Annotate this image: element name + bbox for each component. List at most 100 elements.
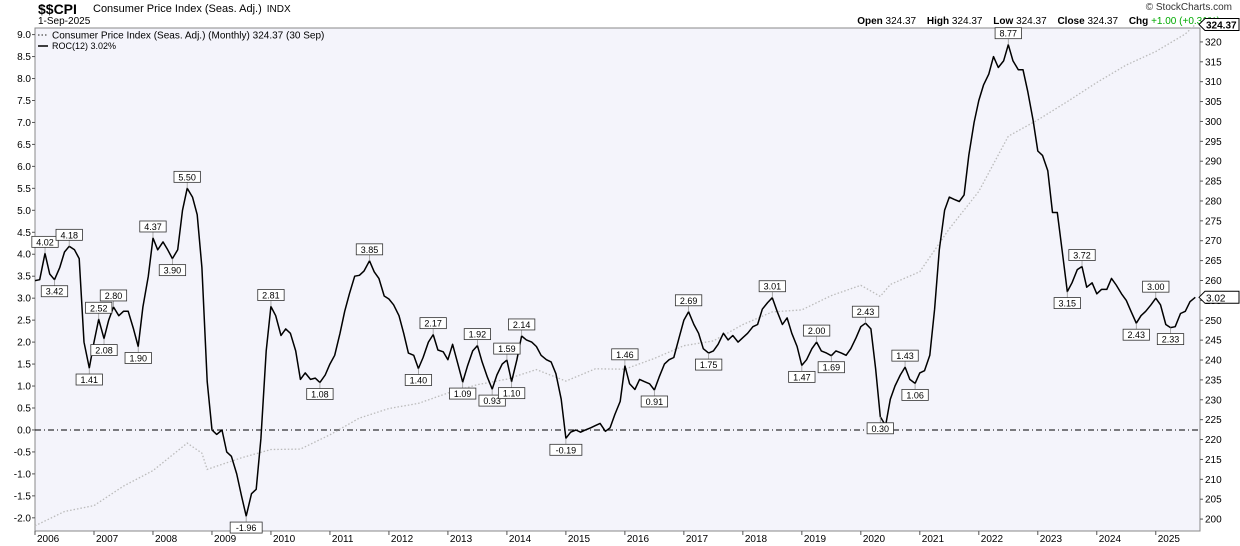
annotation-box bbox=[124, 352, 152, 364]
low-label: Low bbox=[993, 16, 1014, 27]
x-tick-label: 2015 bbox=[568, 534, 591, 545]
annotation-box bbox=[90, 344, 118, 356]
annotation-label: 1.40 bbox=[410, 375, 428, 385]
left-tick-label: 9.0 bbox=[17, 30, 31, 41]
annotation-label: 1.43 bbox=[896, 351, 914, 361]
annotation-box bbox=[173, 170, 201, 183]
left-tick-label: 5.0 bbox=[17, 206, 31, 217]
close-value: 324.37 bbox=[1087, 16, 1119, 27]
annotation-label: 8.77 bbox=[1000, 29, 1018, 39]
roc-last-value-box bbox=[1198, 290, 1240, 304]
x-tick-label: 2022 bbox=[981, 534, 1004, 545]
x-tick-label: 2017 bbox=[686, 534, 709, 545]
x-tick-label: 2008 bbox=[155, 534, 178, 545]
copyright-label: © StockCharts.com bbox=[1145, 2, 1232, 13]
annotation-label: 2.43 bbox=[1128, 330, 1146, 340]
ohlc-readout: Open 324.37 High 324.37 Low 324.37 Close… bbox=[849, 16, 1220, 27]
x-tick-label: 2018 bbox=[745, 534, 768, 545]
annotation-label: 3.72 bbox=[1073, 251, 1091, 261]
annotation-label: 2.17 bbox=[424, 319, 442, 329]
cpi-last-value-box bbox=[1198, 18, 1240, 32]
annotation-box bbox=[229, 521, 263, 534]
open-value: 324.37 bbox=[885, 16, 917, 27]
annotation-box bbox=[695, 358, 723, 371]
x-tick-label: 2025 bbox=[1158, 534, 1181, 545]
close-label: Close bbox=[1057, 16, 1085, 27]
left-tick-label: 2.0 bbox=[17, 338, 31, 349]
right-tick-label: 205 bbox=[1205, 495, 1222, 506]
annotation-box bbox=[901, 388, 929, 401]
x-tick-label: 2011 bbox=[332, 534, 354, 545]
left-tick-label: 0.0 bbox=[17, 425, 31, 436]
annotation-label: 3.01 bbox=[764, 282, 782, 292]
annotation-box bbox=[611, 348, 639, 361]
title-text: Consumer Price Index (Seas. Adj.) bbox=[93, 3, 262, 15]
x-tick-label: 2006 bbox=[37, 534, 60, 545]
annotation-label: 1.47 bbox=[793, 372, 811, 382]
annotation-box bbox=[478, 394, 506, 407]
annotation-box bbox=[55, 228, 83, 241]
x-tick-label: 2024 bbox=[1099, 534, 1122, 545]
annotation-label: 3.90 bbox=[164, 266, 182, 276]
annotation-box bbox=[508, 318, 536, 331]
annotation-box bbox=[419, 317, 447, 330]
cpi-series-line bbox=[34, 24, 1196, 527]
annotation-label: 1.92 bbox=[469, 330, 487, 340]
left-tick-label: -2.0 bbox=[14, 513, 32, 524]
annotation-box bbox=[493, 342, 521, 355]
x-tick-label: 2014 bbox=[509, 534, 532, 545]
annotation-label: 1.41 bbox=[81, 375, 99, 385]
annotation-label: 1.75 bbox=[700, 360, 718, 370]
left-tick-label: 3.0 bbox=[17, 294, 31, 305]
right-tick-label: 305 bbox=[1205, 97, 1222, 108]
annotation-box bbox=[139, 220, 167, 233]
annotation-label: 1.90 bbox=[129, 353, 147, 363]
right-tick-label: 235 bbox=[1205, 375, 1222, 386]
left-tick-label: -1.5 bbox=[14, 491, 32, 502]
annotation-box bbox=[158, 264, 187, 277]
right-tick-label: 275 bbox=[1205, 216, 1222, 227]
legend-roc-label: ROC(12) 3.02% bbox=[52, 41, 116, 51]
annotation-box bbox=[40, 285, 69, 298]
right-tick-label: 225 bbox=[1205, 415, 1222, 426]
x-tick-label: 2007 bbox=[96, 534, 119, 545]
annotation-label: 1.46 bbox=[616, 350, 634, 360]
left-tick-label: 2.5 bbox=[17, 316, 31, 327]
legend-cpi-label: Consumer Price Index (Seas. Adj.) (Month… bbox=[52, 31, 324, 42]
x-tick-label: 2019 bbox=[804, 534, 827, 545]
left-tick-label: 8.0 bbox=[17, 74, 31, 85]
annotation-label: 2.52 bbox=[90, 303, 108, 313]
annotation-box bbox=[257, 289, 285, 301]
right-tick-label: 200 bbox=[1205, 515, 1222, 526]
right-tick-label: 280 bbox=[1205, 196, 1222, 207]
x-tick-label: 2020 bbox=[863, 534, 886, 545]
right-tick-label: 245 bbox=[1205, 336, 1222, 347]
annotation-label: 3.15 bbox=[1059, 299, 1077, 309]
annotation-box bbox=[788, 370, 816, 383]
annotation-label: 4.02 bbox=[36, 237, 54, 247]
annotation-label: 4.18 bbox=[60, 230, 78, 240]
annotation-label: 2.14 bbox=[513, 320, 531, 330]
right-tick-label: 320 bbox=[1205, 37, 1222, 48]
annotation-box bbox=[1053, 297, 1081, 309]
x-tick-label: 2012 bbox=[391, 534, 414, 545]
right-tick-label: 300 bbox=[1205, 117, 1222, 128]
left-tick-label: 8.5 bbox=[17, 52, 31, 63]
high-value: 324.37 bbox=[951, 16, 983, 27]
right-tick-label: 240 bbox=[1205, 356, 1222, 367]
annotation-label: 1.06 bbox=[906, 390, 924, 400]
left-tick-label: 5.5 bbox=[17, 184, 31, 195]
right-tick-label: 260 bbox=[1205, 276, 1222, 287]
annotation-box bbox=[355, 243, 384, 256]
annotation-box bbox=[99, 289, 128, 302]
roc-series-line bbox=[34, 43, 1196, 517]
right-tick-label: 215 bbox=[1205, 455, 1222, 466]
left-tick-label: 1.0 bbox=[17, 382, 31, 393]
left-tick-label: 7.5 bbox=[17, 96, 31, 107]
annotation-label: 2.08 bbox=[95, 346, 113, 356]
symbol-label: $$CPI bbox=[38, 1, 77, 17]
annotation-label: 2.69 bbox=[680, 296, 698, 306]
left-tick-label: -1.0 bbox=[14, 469, 32, 480]
low-value: 324.37 bbox=[1016, 16, 1047, 27]
annotation-label: 1.09 bbox=[454, 389, 472, 399]
